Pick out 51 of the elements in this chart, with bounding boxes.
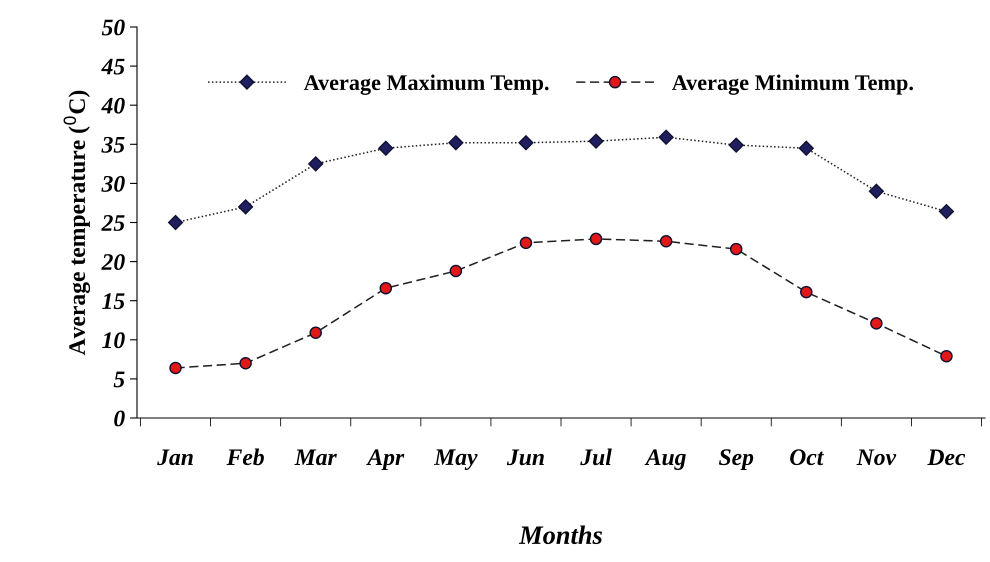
point [660, 235, 672, 248]
point [658, 130, 674, 145]
x-tick-label: Jul [580, 448, 612, 466]
legend-label: Average Minimum Temp. [672, 74, 913, 95]
point [378, 140, 394, 156]
y-tick-label: 10 [102, 332, 125, 348]
point [169, 362, 182, 374]
y-tick-label: 0 [114, 410, 125, 426]
point [448, 135, 464, 150]
point [588, 134, 604, 149]
point [309, 326, 322, 340]
point [728, 138, 744, 153]
y-tick-label: 15 [102, 293, 125, 310]
point [168, 214, 184, 230]
point [518, 135, 534, 150]
point [239, 357, 252, 370]
point [590, 232, 602, 246]
y-axis-title: Average temperature ($^{0}$C) [64, 90, 90, 356]
point [870, 317, 883, 330]
x-tick-label: Nov [856, 449, 896, 466]
point [798, 140, 814, 156]
x-tick-label: Sep [718, 449, 754, 470]
y-tick-label: 5 [114, 372, 125, 388]
point [868, 184, 884, 199]
x-tick-label: May [434, 449, 478, 470]
x-tick-label: Mar [294, 449, 337, 466]
y-tick-label: 30 [101, 176, 125, 192]
x-tick-label: Dec [927, 449, 966, 466]
point [520, 236, 532, 250]
x-tick-label: Jan [157, 449, 193, 466]
point [940, 350, 953, 362]
x-tick-label: Apr [366, 449, 404, 470]
x-tick-label: Aug [644, 449, 686, 470]
x-axis-title: Months [518, 526, 602, 544]
y-tick-label: 20 [101, 254, 125, 270]
y-tick-label: 25 [101, 215, 125, 231]
x-tick-label: Jun [506, 449, 544, 466]
point [238, 199, 254, 214]
y-tick-label: 45 [101, 58, 125, 75]
point [730, 242, 742, 256]
point [938, 204, 954, 220]
x-tick-label: Feb [226, 448, 264, 466]
point [380, 282, 392, 294]
point [450, 264, 462, 278]
legend-label: Average Maximum Temp. [304, 74, 549, 95]
x-tick-label: Oct [790, 449, 824, 466]
y-tick-label: 35 [101, 136, 125, 153]
y-tick-label: 50 [102, 19, 125, 36]
y-tick-label: 40 [101, 98, 125, 114]
point [308, 156, 324, 172]
point [800, 286, 813, 298]
